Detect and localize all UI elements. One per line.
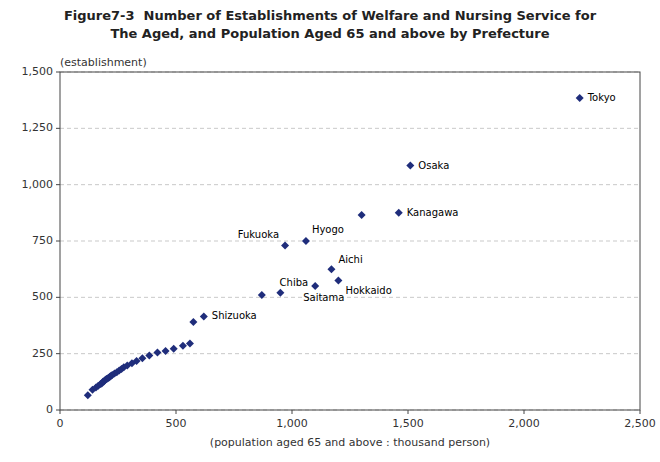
y-tick — [56, 410, 60, 411]
annotation: Tokyo — [587, 92, 616, 103]
point — [258, 291, 266, 299]
point — [189, 318, 197, 326]
x-tick — [60, 410, 61, 414]
y-tick — [56, 128, 60, 129]
y-tick — [56, 353, 60, 354]
x-tick — [640, 410, 641, 414]
grid-line — [60, 241, 640, 242]
x-tick-label: 1,500 — [392, 417, 424, 430]
point — [281, 242, 289, 250]
points — [84, 94, 584, 399]
y-tick-label: 1,250 — [22, 121, 54, 134]
x-tick — [176, 410, 177, 414]
plot-frame — [60, 72, 640, 410]
annotation: Hyogo — [312, 224, 344, 235]
annotation: Shizuoka — [212, 310, 257, 321]
annotation: Hokkaido — [345, 285, 391, 296]
x-tick-label: 0 — [57, 417, 64, 430]
y-tick — [56, 72, 60, 73]
point — [186, 340, 194, 348]
y-tick-label: 250 — [32, 347, 53, 360]
x-tick-label: 1,000 — [276, 417, 308, 430]
point — [200, 312, 208, 320]
annotations: Tokyo Osaka Kanagawa Fukuoka Hyogo Chiba Aichi… — [212, 92, 616, 322]
subtitle: The Aged, and Population Aged 65 and abo… — [110, 26, 549, 41]
point — [358, 211, 366, 219]
x-tick-label: 2,500 — [624, 417, 656, 430]
point — [179, 342, 187, 350]
x-tick — [292, 410, 293, 414]
x-tick-label: 500 — [166, 417, 187, 430]
x-tick — [524, 410, 525, 414]
x-tick — [408, 410, 409, 414]
y-tick-label: 500 — [32, 290, 53, 303]
point — [334, 276, 342, 284]
annotation: Osaka — [418, 160, 449, 171]
point — [138, 354, 146, 362]
y-tick-label: 1,500 — [22, 65, 54, 78]
point — [162, 347, 170, 355]
axes: 0 500 1,000 1,500 2,000 2,500 0 250 500 750 1,000 1… — [22, 65, 656, 430]
point — [145, 351, 153, 359]
x-axis-label: (population aged 65 and above : thousand… — [210, 436, 490, 449]
annotation: Kanagawa — [407, 207, 459, 218]
annotation: Fukuoka — [238, 229, 279, 240]
point — [170, 345, 178, 353]
point — [576, 94, 584, 102]
y-tick — [56, 297, 60, 298]
point — [311, 282, 319, 290]
point — [406, 162, 414, 170]
grid-line — [60, 184, 640, 185]
y-tick-label: 750 — [32, 234, 53, 247]
grid — [60, 72, 640, 410]
point — [84, 391, 92, 399]
y-tick — [56, 184, 60, 185]
y-axis-label: (establishment) — [60, 56, 147, 69]
point — [153, 349, 161, 357]
annotation: Aichi — [338, 254, 362, 265]
x-tick-label: 2,000 — [508, 417, 540, 430]
point — [276, 289, 284, 297]
annotation: Saitama — [303, 292, 344, 303]
point — [327, 265, 335, 273]
title: Figure7-3 Number of Establishments of We… — [64, 8, 597, 23]
grid-line — [60, 128, 640, 129]
annotation: Chiba — [280, 277, 309, 288]
point — [395, 209, 403, 217]
y-tick-label: 1,000 — [22, 178, 54, 191]
chart: Figure7-3 Number of Establishments of We… — [0, 0, 660, 462]
point — [302, 237, 310, 245]
y-tick — [56, 241, 60, 242]
grid-line — [60, 297, 640, 298]
y-tick-label: 0 — [46, 403, 53, 416]
